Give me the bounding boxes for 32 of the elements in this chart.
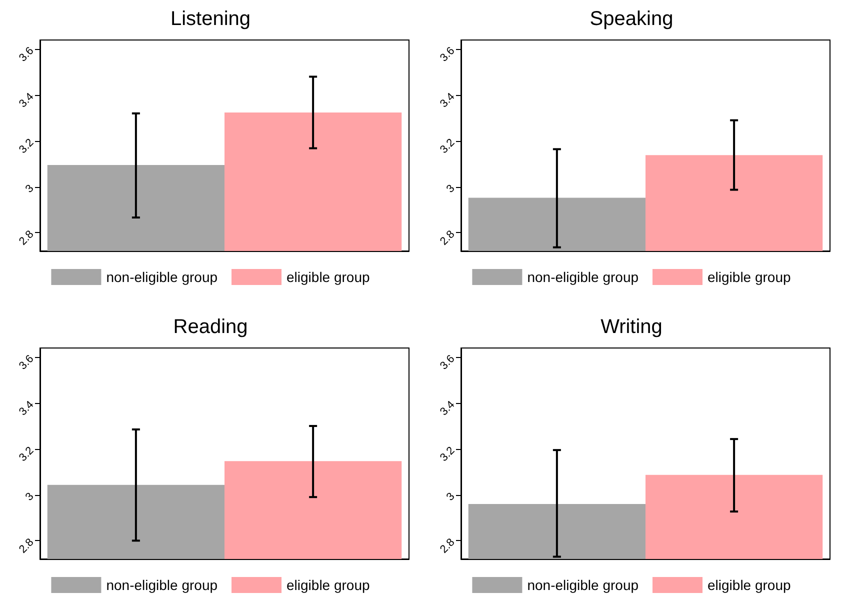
y-tick-label: 3.4 xyxy=(16,90,36,110)
legend-label: eligible group xyxy=(708,577,792,593)
legend-label: non-eligible group xyxy=(527,577,639,593)
chart-title: Speaking xyxy=(590,8,674,30)
y-tick-label: 3.6 xyxy=(16,44,36,64)
y-tick-label: 3.4 xyxy=(16,398,36,418)
y-tick-label: 3.6 xyxy=(438,44,458,64)
y-tick-label: 3.2 xyxy=(16,444,36,464)
y-tick-label: 3 xyxy=(23,182,36,196)
y-tick-label: 3.4 xyxy=(438,90,458,110)
legend-label: non-eligible group xyxy=(106,269,218,285)
y-tick-label: 3 xyxy=(23,490,36,504)
y-tick-label: 3 xyxy=(444,182,458,196)
y-tick-label: 3.2 xyxy=(16,136,36,156)
legend-label: non-eligible group xyxy=(106,577,218,593)
chart-title: Listening xyxy=(170,8,251,30)
legend-label: non-eligible group xyxy=(527,269,639,285)
legend-label: eligible group xyxy=(708,269,792,285)
y-tick-label: 3.6 xyxy=(16,352,36,372)
y-tick-label: 2.8 xyxy=(438,228,458,248)
y-tick-label: 2.8 xyxy=(16,536,36,556)
y-tick-label: 3.4 xyxy=(438,398,458,418)
y-tick-label: 2.8 xyxy=(438,536,458,556)
legend-label: eligible group xyxy=(286,577,370,593)
legend-label: eligible group xyxy=(286,269,370,285)
y-tick-label: 3.2 xyxy=(438,136,458,156)
y-tick-label: 3.2 xyxy=(438,444,458,464)
chart-title: Reading xyxy=(173,316,248,338)
y-tick-label: 3.6 xyxy=(438,352,458,372)
chart-title: Writing xyxy=(600,316,662,338)
y-tick-label: 2.8 xyxy=(16,228,36,248)
y-tick-label: 3 xyxy=(444,490,458,504)
